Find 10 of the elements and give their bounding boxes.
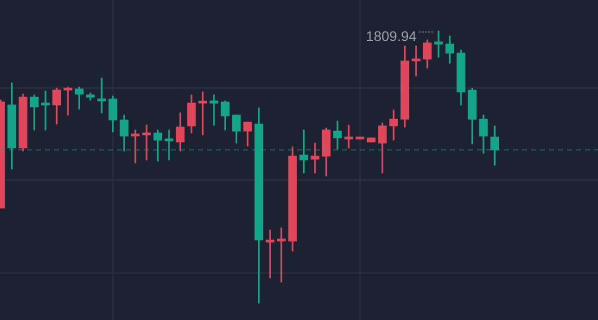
candlestick: [210, 94, 218, 126]
candlestick: [333, 120, 342, 150]
candlestick: [310, 142, 320, 174]
candlestick: [41, 90, 50, 130]
candlestick: [164, 130, 174, 160]
candlestick: [142, 124, 151, 160]
candlestick: [434, 30, 443, 58]
annotation: 1809.94: [366, 28, 417, 44]
candlestick: [412, 46, 420, 76]
candlestick: [64, 86, 72, 116]
